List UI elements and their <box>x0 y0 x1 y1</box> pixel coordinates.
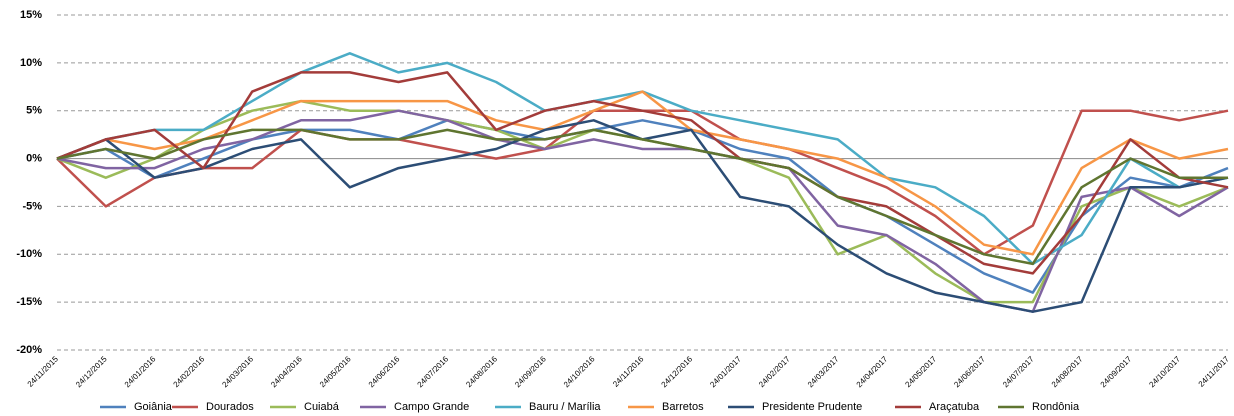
x-tick-label: 24/11/2017 <box>1197 354 1232 389</box>
legend-label: Presidente Prudente <box>762 401 862 413</box>
series-line <box>56 99 1229 304</box>
x-tick-label: 24/08/2017 <box>1050 354 1085 389</box>
series-line <box>56 71 1229 275</box>
x-tick-label: 24/03/2016 <box>220 354 255 389</box>
y-tick-label: -10% <box>16 248 42 260</box>
x-tick-label: 24/05/2016 <box>318 354 353 389</box>
x-tick-label: 24/06/2016 <box>367 354 402 389</box>
y-tick-label: 5% <box>26 105 42 117</box>
x-tick-label: 24/03/2017 <box>806 354 841 389</box>
legend-label: Goiânia <box>134 401 173 413</box>
legend-label: Araçatuba <box>929 401 980 413</box>
legend-label: Barretos <box>662 401 704 413</box>
x-tick-label: 24/04/2016 <box>269 354 304 389</box>
x-tick-label: 24/01/2017 <box>708 354 743 389</box>
series-line <box>56 90 1229 256</box>
x-tick-label: 24/02/2016 <box>172 354 207 389</box>
x-tick-label: 24/11/2015 <box>26 354 61 389</box>
x-tick-label: 24/11/2016 <box>611 354 646 389</box>
x-tick-label: 24/08/2016 <box>464 354 499 389</box>
series-line <box>56 128 1228 266</box>
y-tick-label: -5% <box>22 200 42 212</box>
legend-label: Rondônia <box>1032 401 1080 413</box>
legend-label: Cuiabá <box>304 401 340 413</box>
legend-label: Campo Grande <box>394 401 469 413</box>
y-tick-label: 15% <box>20 9 42 21</box>
x-tick-label: 24/02/2017 <box>757 354 792 389</box>
x-tick-label: 24/05/2017 <box>903 354 938 389</box>
x-tick-label: 24/09/2017 <box>1099 354 1134 389</box>
y-tick-label: -20% <box>16 344 42 356</box>
x-tick-label: 24/09/2016 <box>513 354 548 389</box>
x-tick-label: 24/01/2016 <box>123 354 158 389</box>
x-tick-label: 24/06/2017 <box>952 354 987 389</box>
x-tick-label: 24/04/2017 <box>855 354 890 389</box>
y-tick-label: -15% <box>16 296 42 308</box>
x-tick-label: 24/12/2016 <box>660 354 695 389</box>
y-tick-label: 0% <box>26 152 42 164</box>
legend-label: Bauru / Marília <box>529 401 601 413</box>
x-tick-label: 24/07/2016 <box>416 354 451 389</box>
x-tick-label: 24/12/2015 <box>74 354 109 389</box>
legend-label: Dourados <box>206 401 254 413</box>
x-tick-label: 24/10/2016 <box>562 354 597 389</box>
y-tick-label: 10% <box>20 57 42 69</box>
x-tick-label: 24/07/2017 <box>1001 354 1036 389</box>
series-line <box>56 109 1229 313</box>
x-tick-label: 24/10/2017 <box>1147 354 1182 389</box>
